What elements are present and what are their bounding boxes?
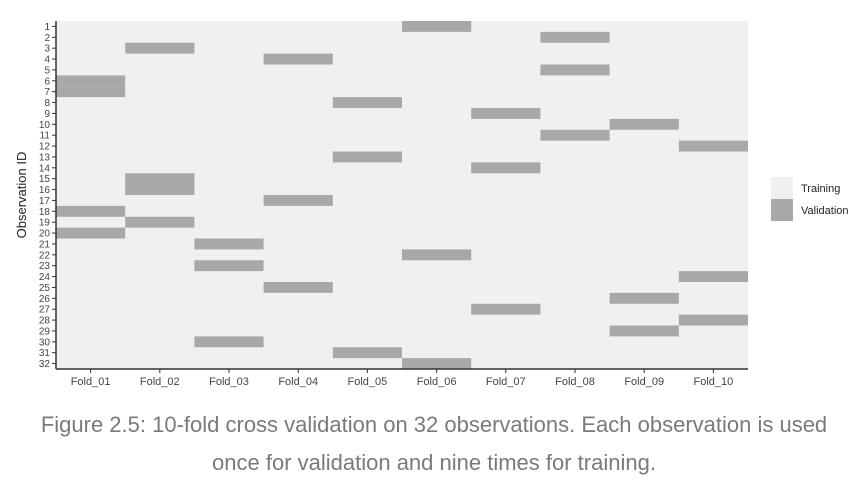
x-tick-label: Fold_06 (417, 376, 457, 388)
validation-tile (194, 336, 264, 348)
y-tick-label: 27 (39, 305, 51, 316)
validation-tile (678, 140, 748, 152)
y-tick-label: 21 (39, 239, 51, 250)
y-tick-label: 7 (44, 87, 50, 98)
x-tick-label: Fold_05 (348, 376, 388, 388)
validation-tile (56, 227, 126, 239)
y-tick-label: 28 (39, 316, 51, 327)
y-tick-label: 8 (44, 98, 50, 109)
y-tick-label: 23 (39, 261, 51, 272)
y-tick-label: 19 (39, 218, 51, 229)
y-tick-label: 6 (44, 76, 50, 87)
x-tick-label: Fold_01 (71, 376, 111, 388)
y-tick-label: 24 (39, 272, 51, 283)
y-tick-label: 9 (44, 109, 50, 120)
validation-tile (540, 64, 610, 76)
validation-tile (56, 86, 126, 98)
y-tick-label: 13 (39, 152, 51, 163)
validation-tile (540, 31, 610, 43)
validation-tile (609, 292, 679, 304)
y-tick-label: 22 (39, 250, 51, 261)
y-tick-label: 12 (39, 142, 51, 153)
x-tick-label: Fold_10 (694, 376, 734, 388)
x-axis-ticks: Fold_01 Fold_02 Fold_03 Fold_04 Fold_05 Fold_… (71, 369, 734, 388)
validation-tile (56, 205, 126, 217)
validation-tile (194, 260, 264, 272)
x-tick-label: Fold_02 (140, 376, 180, 388)
validation-tile (609, 325, 679, 337)
y-tick-label: 15 (39, 174, 51, 185)
y-tick-label: 16 (39, 185, 51, 196)
validation-tile (56, 75, 126, 87)
y-tick-label: 14 (39, 163, 51, 174)
validation-tile (471, 303, 541, 315)
y-tick-label: 31 (39, 348, 51, 359)
x-tick-label: Fold_08 (555, 376, 595, 388)
y-tick-label: 29 (39, 326, 51, 337)
tile-layer (56, 21, 748, 370)
validation-tile (263, 195, 333, 206)
y-tick-label: 2 (44, 33, 50, 44)
validation-tile (471, 162, 541, 174)
validation-tile (471, 108, 541, 119)
y-tick-label: 32 (39, 359, 51, 370)
validation-tile (609, 118, 679, 130)
x-tick-label: Fold_07 (486, 376, 526, 388)
y-tick-label: 4 (44, 55, 50, 66)
x-tick-label: Fold_04 (278, 376, 318, 388)
validation-tile (402, 358, 472, 370)
validation-tile (678, 271, 748, 283)
y-tick-label: 10 (39, 120, 51, 131)
legend-label-validation: Validation (801, 205, 849, 217)
validation-tile (263, 53, 333, 65)
y-tick-label: 25 (39, 283, 51, 294)
x-tick-label: Fold_09 (624, 376, 664, 388)
x-tick-label: Fold_03 (209, 376, 249, 388)
validation-tile (402, 21, 472, 32)
validation-tile (125, 184, 195, 196)
y-tick-label: 18 (39, 207, 51, 218)
y-axis-title: Observation ID (14, 152, 29, 239)
legend-key-training (771, 177, 793, 199)
validation-tile (332, 97, 402, 109)
y-tick-label: 17 (39, 196, 51, 207)
validation-tile (332, 347, 402, 359)
y-tick-label: 26 (39, 294, 51, 305)
legend-key-validation (771, 199, 793, 221)
y-tick-label: 20 (39, 229, 51, 240)
y-tick-label: 5 (44, 65, 50, 76)
validation-tile (332, 151, 402, 163)
y-axis-ticks: 1234567891011121314151617181920212223242… (39, 22, 56, 370)
legend: Training Validation (771, 177, 849, 221)
cv-fold-chart: 1234567891011121314151617181920212223242… (14, 21, 849, 388)
y-tick-label: 11 (40, 131, 51, 142)
validation-tile (540, 129, 610, 141)
figure-caption: Figure 2.5: 10-fold cross validation on … (40, 412, 828, 475)
y-tick-label: 30 (39, 337, 51, 348)
validation-tile (678, 314, 748, 326)
y-tick-label: 1 (44, 22, 50, 33)
validation-tile (125, 42, 195, 54)
validation-tile (194, 238, 264, 250)
validation-tile (402, 249, 472, 261)
y-tick-label: 3 (44, 44, 50, 55)
validation-tile (125, 216, 195, 228)
validation-tile (125, 173, 195, 185)
validation-tile (263, 282, 333, 293)
legend-label-training: Training (801, 183, 840, 195)
